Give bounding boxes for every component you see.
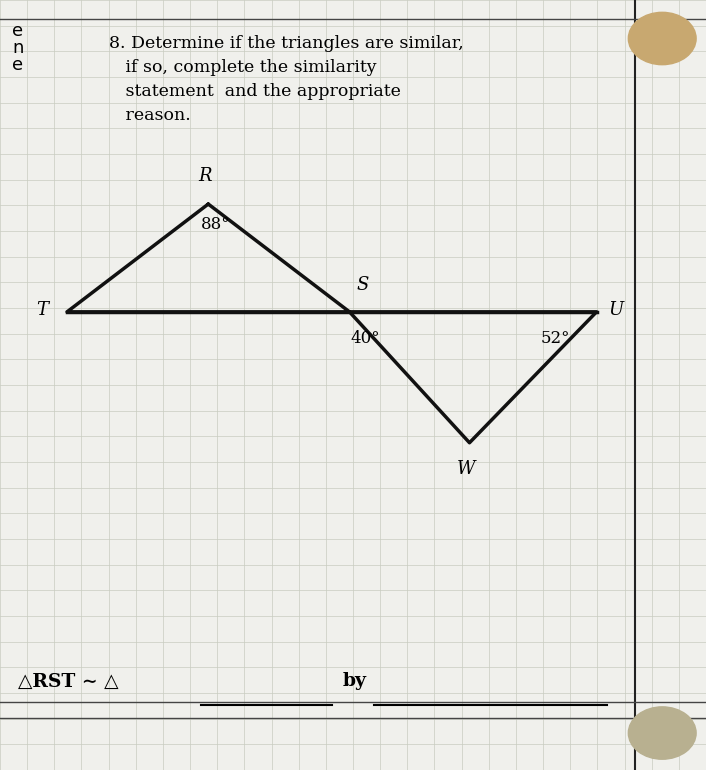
Text: W: W <box>457 460 475 478</box>
Ellipse shape <box>628 12 696 65</box>
Text: S: S <box>357 276 369 294</box>
Text: e: e <box>12 22 23 40</box>
Text: 88°: 88° <box>201 216 231 233</box>
Text: 52°: 52° <box>541 330 570 346</box>
Text: △RST ∼ △: △RST ∼ △ <box>18 672 118 691</box>
Text: T: T <box>36 301 48 320</box>
Text: R: R <box>198 167 212 185</box>
Text: 40°: 40° <box>351 330 381 346</box>
Text: e: e <box>12 55 23 74</box>
Text: by: by <box>342 672 366 691</box>
Text: U: U <box>609 301 623 320</box>
Text: n: n <box>12 38 23 57</box>
Ellipse shape <box>628 707 696 759</box>
Text: 8. Determine if the triangles are similar,
   if so, complete the similarity
   : 8. Determine if the triangles are simila… <box>109 35 464 124</box>
